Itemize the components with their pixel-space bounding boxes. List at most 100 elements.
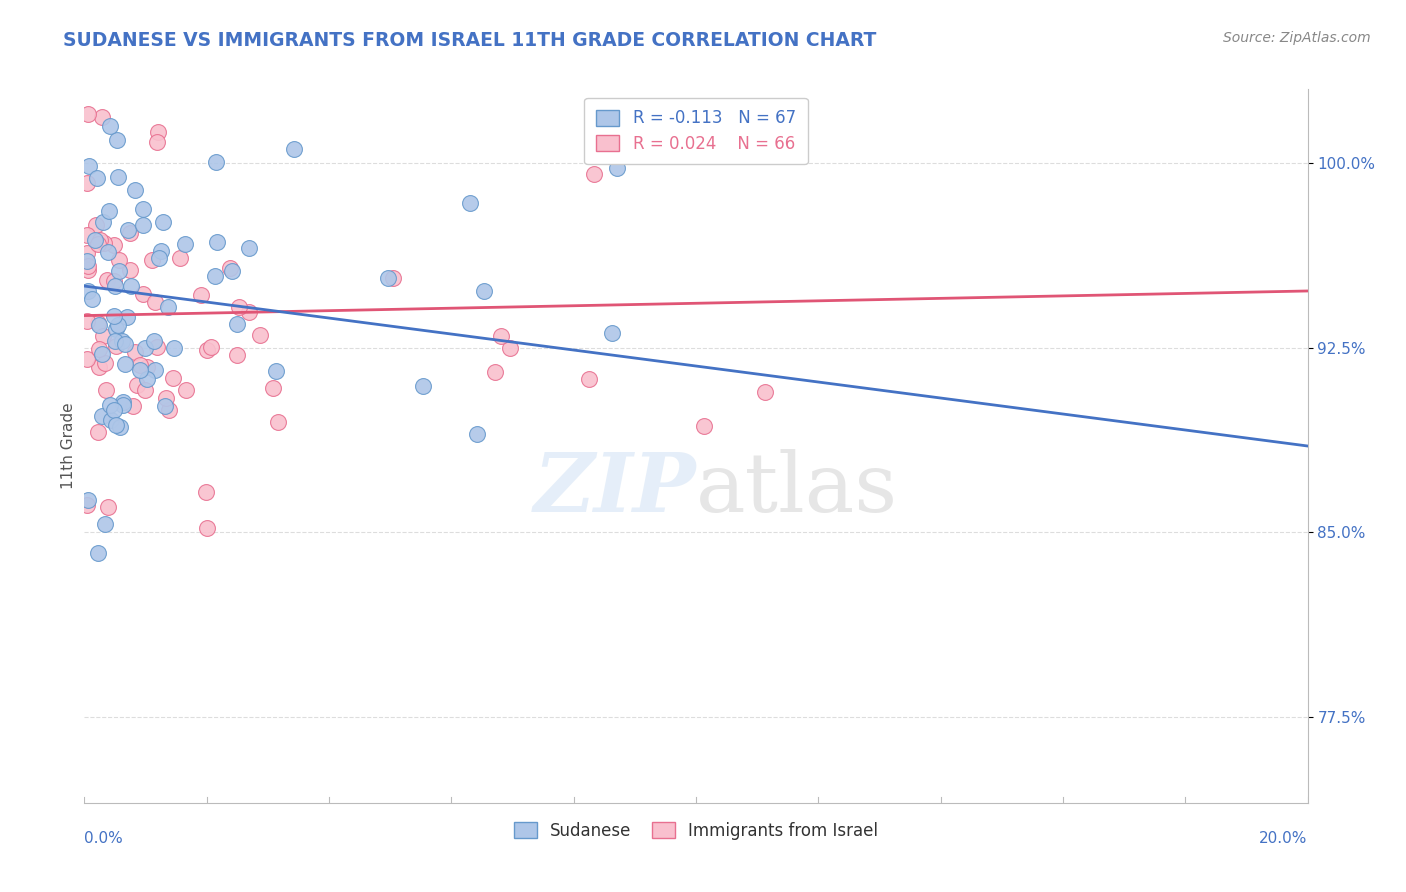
Point (238, 305, 260, 319)
Point (103, 238, 125, 252)
Point (86, 218, 108, 232)
Point (104, 334, 127, 348)
Point (114, 357, 136, 371)
Y-axis label: 11th Grade: 11th Grade (60, 402, 76, 490)
Point (163, 341, 186, 355)
Text: 0.0%: 0.0% (84, 831, 124, 847)
Point (120, 279, 142, 293)
Point (93, 236, 115, 251)
Point (94, 517, 117, 532)
Point (204, 268, 226, 283)
Text: atlas: atlas (696, 449, 898, 529)
Point (96, 273, 118, 287)
Point (129, 358, 152, 372)
Point (76, 107, 98, 121)
Point (115, 310, 138, 324)
Point (84, 233, 107, 247)
Point (77, 284, 100, 298)
Point (195, 485, 218, 500)
Point (124, 183, 146, 197)
Point (606, 161, 628, 175)
Point (205, 235, 228, 249)
Point (381, 271, 404, 285)
Point (105, 339, 128, 353)
Point (146, 125, 169, 139)
Point (132, 219, 155, 233)
Point (200, 340, 222, 354)
Point (143, 334, 166, 348)
Point (86, 546, 108, 560)
Point (143, 363, 166, 377)
Point (264, 364, 287, 378)
Point (226, 317, 249, 331)
Point (125, 378, 148, 392)
Point (76, 314, 98, 328)
Point (108, 420, 131, 434)
Point (582, 168, 605, 182)
Point (148, 252, 170, 266)
Point (107, 132, 129, 146)
Point (141, 253, 163, 268)
Point (76, 254, 98, 268)
Point (412, 379, 434, 393)
Point (103, 402, 125, 417)
Point (87, 425, 110, 439)
Point (122, 399, 145, 413)
Point (146, 135, 169, 149)
Point (111, 395, 134, 409)
Point (118, 226, 141, 240)
Point (128, 363, 150, 377)
Point (97, 500, 120, 514)
Point (153, 399, 176, 413)
Point (103, 309, 125, 323)
Point (90, 110, 112, 124)
Point (131, 287, 153, 301)
Point (117, 223, 139, 237)
Point (136, 372, 159, 386)
Point (91, 215, 114, 229)
Point (465, 426, 488, 441)
Point (489, 329, 512, 343)
Point (104, 417, 127, 432)
Point (155, 391, 177, 405)
Point (91, 347, 114, 361)
Point (77, 493, 100, 508)
Text: SUDANESE VS IMMIGRANTS FROM ISRAEL 11TH GRADE CORRELATION CHART: SUDANESE VS IMMIGRANTS FROM ISRAEL 11TH … (63, 31, 877, 50)
Point (94, 355, 117, 369)
Point (190, 288, 212, 302)
Point (111, 398, 134, 412)
Text: Source: ZipAtlas.com: Source: ZipAtlas.com (1223, 31, 1371, 45)
Point (114, 336, 136, 351)
Point (89, 233, 111, 247)
Point (458, 196, 481, 211)
Legend: Sudanese, Immigrants from Israel: Sudanese, Immigrants from Israel (505, 814, 887, 848)
Point (124, 345, 146, 359)
Point (225, 348, 247, 362)
Point (108, 263, 131, 277)
Point (105, 322, 128, 336)
Point (173, 236, 195, 251)
Point (472, 284, 495, 298)
Point (82, 292, 104, 306)
Point (76, 228, 98, 243)
Point (484, 365, 506, 379)
Point (87, 342, 110, 356)
Point (76, 245, 98, 260)
Point (283, 142, 305, 156)
Point (98, 398, 121, 412)
Point (103, 274, 125, 288)
Point (146, 340, 169, 354)
Point (86, 171, 108, 186)
Point (87, 237, 110, 252)
Point (107, 318, 129, 332)
Point (110, 334, 132, 348)
Text: ZIP: ZIP (533, 449, 696, 529)
Point (131, 202, 153, 216)
Point (754, 384, 776, 399)
Point (221, 263, 243, 277)
Point (107, 169, 129, 184)
Point (76, 351, 98, 366)
Point (238, 241, 260, 255)
Point (169, 251, 191, 265)
Point (134, 341, 156, 355)
